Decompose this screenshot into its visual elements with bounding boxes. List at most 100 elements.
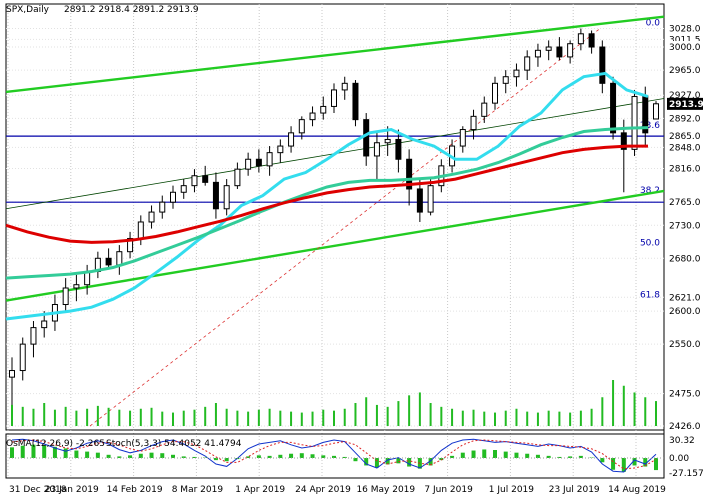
candle-body — [116, 251, 123, 266]
fibonacci-label: 23.6 — [640, 121, 660, 131]
candle-body — [395, 138, 402, 160]
volume-bar — [440, 406, 443, 426]
candle-body — [105, 257, 112, 266]
osma-bar — [342, 456, 347, 458]
osma-bar — [42, 445, 47, 458]
volume-bar — [333, 410, 335, 426]
volume-bar — [536, 412, 539, 426]
volume-bar — [193, 409, 196, 426]
osma-bar — [654, 458, 658, 471]
stoch-k-line — [11, 438, 657, 473]
osma-bar — [52, 446, 57, 458]
x-tick-label: 16 May 2019 — [356, 485, 415, 495]
candle-body — [223, 185, 230, 210]
moving-average-2 — [5, 126, 649, 280]
volume-bar — [386, 406, 389, 426]
osma-bar — [439, 458, 444, 461]
price-axis-label: 2765.0 — [669, 198, 701, 208]
volume-bar — [429, 403, 432, 426]
candle-body — [170, 191, 176, 203]
osma-bar — [600, 458, 605, 463]
candle-body — [588, 33, 595, 48]
candle — [416, 179, 423, 222]
candle-body — [459, 129, 466, 147]
price-label-bg — [667, 162, 703, 175]
channel-upper-line — [5, 15, 665, 94]
candle — [245, 152, 252, 176]
candle-body — [406, 158, 413, 190]
volume-bar — [590, 408, 593, 426]
volume-bar — [322, 409, 325, 426]
osma-bar — [160, 453, 165, 458]
volume-bar — [96, 405, 99, 426]
candle-body — [577, 33, 584, 45]
osma-bar — [256, 455, 261, 458]
candle — [234, 162, 241, 189]
candle — [62, 278, 69, 312]
osma-bar — [171, 454, 175, 458]
osma-bar — [535, 454, 540, 458]
stoch-readout: Stoch(5,3,3) 54.4052 41.4794 — [106, 439, 242, 449]
candle — [373, 132, 380, 180]
volume-bar — [139, 408, 142, 426]
volume-bar — [504, 410, 507, 426]
volume-bar — [408, 395, 411, 426]
candle-body — [470, 115, 477, 131]
candle-body — [631, 96, 638, 150]
osma-bar — [10, 447, 14, 458]
candle-body — [331, 89, 337, 107]
volume-bar — [150, 407, 153, 426]
candle — [524, 50, 531, 81]
candle-body — [384, 138, 391, 144]
volume-bar — [64, 406, 67, 426]
volume-bar — [236, 410, 239, 426]
volume-bar — [86, 408, 89, 426]
x-tick-label: 24 Apr 2019 — [295, 485, 351, 495]
price-axis-label: 2730.0 — [669, 221, 701, 231]
volume-bar — [472, 409, 475, 426]
osma-bar — [278, 454, 283, 458]
price-axis-label: 2965.0 — [669, 66, 701, 76]
price-axis-label: 2848.0 — [669, 143, 701, 153]
osma-bar — [289, 453, 294, 458]
fibonacci-label: 38.2 — [640, 186, 660, 196]
osma-bar — [20, 445, 25, 458]
osma-axis-label: 30.32 — [669, 436, 695, 446]
candle — [341, 76, 348, 100]
candle — [288, 126, 295, 153]
volume-bar — [21, 406, 24, 426]
osma-bar — [224, 458, 229, 462]
osma-bar — [106, 454, 111, 458]
candle-body — [234, 168, 241, 187]
candle-body — [320, 105, 327, 114]
volume-bar — [461, 410, 464, 426]
candle-body — [148, 211, 155, 223]
moving-average-3 — [5, 144, 648, 244]
candle — [298, 116, 305, 140]
candle-body — [266, 152, 273, 167]
candle-body — [245, 158, 252, 170]
x-tick-label: 31 Dec 2018 — [9, 485, 67, 495]
price-axis-label: 2600.0 — [669, 307, 701, 317]
candle-body — [298, 119, 305, 134]
candle-body — [41, 320, 48, 329]
candle-body — [534, 49, 541, 58]
candle-body — [481, 102, 488, 117]
candle — [19, 337, 26, 381]
osma-axis-label: 0.00 — [669, 454, 689, 464]
candle-body — [556, 46, 563, 58]
channel-lower-line — [5, 189, 665, 302]
price-label-bg — [667, 387, 703, 400]
osma-bar — [299, 453, 304, 458]
candle-body — [255, 158, 262, 167]
volume-bar — [161, 411, 164, 426]
volume-bar — [494, 412, 496, 426]
candle — [567, 40, 574, 64]
osma-bar — [85, 451, 90, 458]
price-axis-label: 3028.0 — [669, 25, 701, 35]
osma-bar — [643, 458, 648, 467]
osma-bar — [267, 455, 272, 458]
candle-body — [180, 185, 187, 193]
